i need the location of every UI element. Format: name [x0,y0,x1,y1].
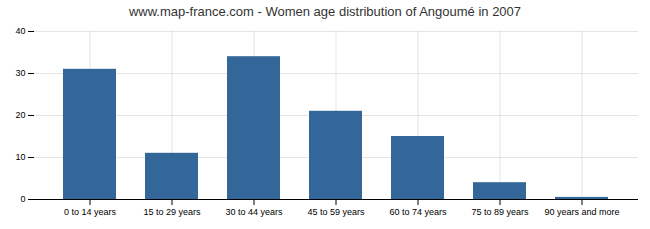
svg-text:90 years and more: 90 years and more [544,207,619,217]
svg-text:0: 0 [20,194,25,204]
svg-text:75 to 89 years: 75 to 89 years [471,207,529,217]
svg-text:10: 10 [15,152,25,162]
html-text:www.map-france.com - Women age: www.map-france.com - Women age distribut… [128,4,522,19]
svg-text:20: 20 [15,110,25,120]
svg-text:0 to 14 years: 0 to 14 years [64,207,117,217]
svg-text:45 to 59 years: 45 to 59 years [307,207,365,217]
svg-text:40: 40 [15,26,25,36]
svg-text:30 to 44 years: 30 to 44 years [225,207,283,217]
svg-text:15 to 29 years: 15 to 29 years [143,207,201,217]
svg-text:60 to 74 years: 60 to 74 years [389,207,447,217]
svg-text:30: 30 [15,68,25,78]
